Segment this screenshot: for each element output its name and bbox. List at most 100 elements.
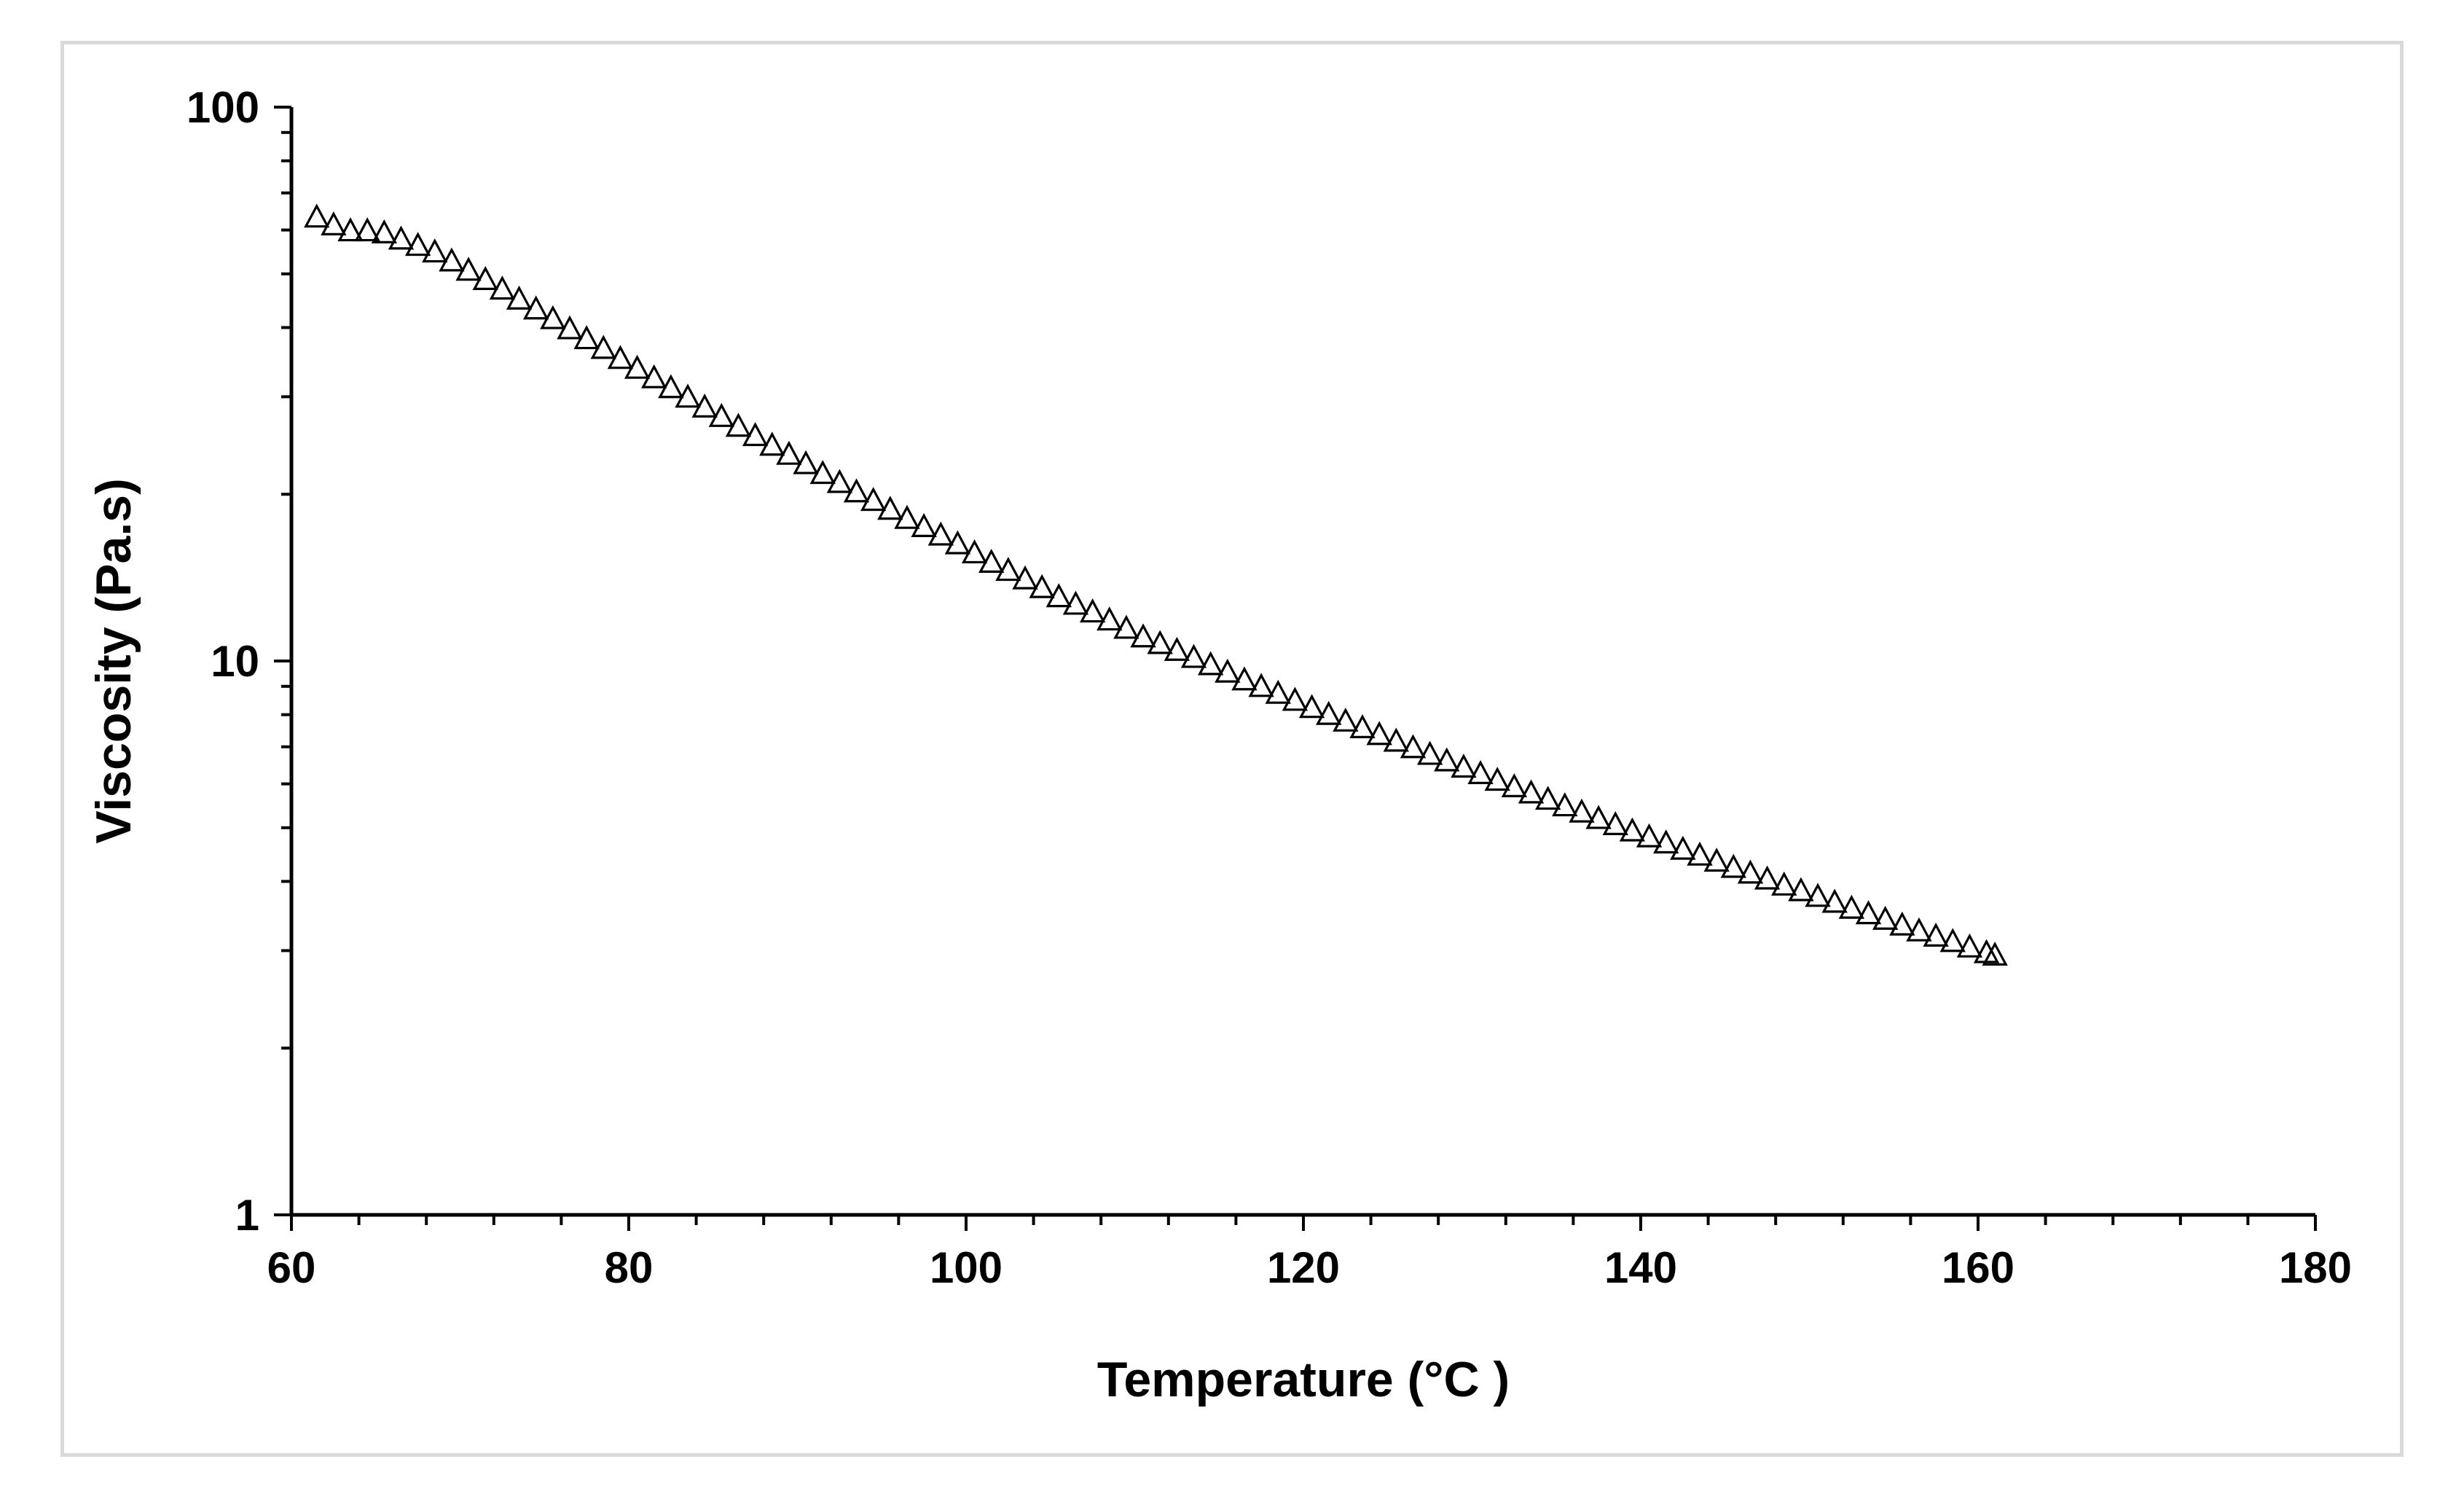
data-point-triangle — [1982, 941, 2008, 966]
data-point-triangle — [1552, 792, 1578, 817]
data-point-triangle — [404, 232, 431, 257]
data-point-triangle — [304, 203, 330, 228]
data-point-triangle — [1855, 900, 1882, 925]
data-point-triangle — [1687, 841, 1713, 866]
data-point-triangle — [573, 325, 600, 350]
data-point-triangle — [691, 393, 718, 418]
data-point-triangle — [1248, 673, 1274, 697]
axes — [274, 106, 2317, 1231]
data-point-triangle — [472, 265, 498, 290]
data-point-triangle — [1788, 877, 1814, 901]
x-axis-title: Temperature (°C ) — [1097, 1352, 1510, 1407]
data-point-triangle — [776, 440, 802, 465]
data-point-triangle — [1467, 760, 1494, 784]
data-point-triangle — [388, 225, 415, 250]
data-point-triangle — [540, 305, 566, 329]
data-point-triangle — [843, 478, 870, 503]
data-point-triangle — [1400, 734, 1427, 759]
data-point-triangle — [624, 354, 651, 379]
x-tick-label: 180 — [2279, 1243, 2352, 1292]
tick-labels: 60 80 100 120 140 160 180 1 10 100 — [187, 83, 2352, 1292]
data-point-triangle — [1585, 805, 1612, 829]
data-point-triangle — [809, 460, 836, 485]
x-tick-label: 160 — [1942, 1243, 2014, 1292]
x-tick-label: 60 — [267, 1243, 316, 1292]
data-point-triangle — [455, 257, 482, 281]
data-point-triangle — [1889, 911, 1915, 936]
data-point-triangle — [1062, 590, 1089, 615]
data-point-triangle — [1096, 606, 1123, 631]
data-point-triangle — [1619, 817, 1646, 842]
data-point-triangle — [1838, 894, 1865, 919]
data-point-triangle — [995, 557, 1021, 582]
data-point-triangle — [1602, 810, 1628, 835]
data-point-triangle — [1720, 853, 1746, 878]
data-point-triangle — [1872, 905, 1899, 930]
data-point-triangle — [1012, 565, 1038, 590]
data-point-triangle — [607, 345, 634, 369]
data-point-triangle — [590, 335, 616, 359]
data-point-triangle — [1670, 835, 1696, 860]
data-point-triangle — [1939, 928, 1966, 953]
data-point-triangle — [1821, 888, 1848, 913]
data-point-triangle — [1231, 666, 1257, 691]
data-point-triangle — [860, 487, 887, 512]
data-point-triangle — [1771, 871, 1797, 896]
data-point-triangle — [658, 374, 684, 399]
data-point-triangle — [1703, 848, 1730, 872]
data-point-triangle — [675, 383, 701, 408]
data-point-triangle — [1754, 865, 1781, 890]
y-tick-label: 1 — [235, 1191, 259, 1240]
data-point-triangle — [911, 512, 937, 537]
data-point-triangle — [1298, 694, 1325, 719]
data-point-triangle — [1653, 829, 1679, 854]
data-point-triangle — [944, 530, 971, 555]
data-point-triangle — [1130, 623, 1156, 648]
data-point-triangle — [1518, 779, 1545, 804]
data-point-triangle — [523, 295, 549, 320]
data-point-triangle — [961, 539, 988, 564]
data-point-triangle — [557, 315, 583, 340]
data-point-triangle — [1737, 859, 1764, 884]
data-point-triangle — [894, 504, 920, 529]
data-point-triangle — [506, 285, 533, 310]
data-point-triangle — [1501, 772, 1528, 797]
data-point-triangle — [1923, 923, 1949, 947]
y-axis-title: Viscosity (Pa.s) — [86, 478, 141, 843]
x-tick-label: 140 — [1604, 1243, 1677, 1292]
data-point-triangle — [1079, 598, 1106, 623]
data-point-triangle — [1164, 636, 1190, 661]
data-points — [304, 203, 2008, 966]
data-point-triangle — [1805, 883, 1831, 907]
data-point-triangle — [371, 219, 397, 243]
data-point-triangle — [1416, 740, 1443, 765]
data-point-triangle — [1451, 754, 1477, 778]
data-point-triangle — [641, 364, 667, 388]
data-point-triangle — [826, 469, 853, 493]
data-point-triangle — [1434, 747, 1460, 772]
data-point-triangle — [1349, 714, 1376, 738]
data-point-triangle — [337, 217, 364, 242]
data-point-triangle — [1113, 614, 1139, 639]
data-point-triangle — [1282, 687, 1308, 711]
data-point-triangle — [1316, 700, 1342, 725]
data-point-triangle — [1484, 767, 1510, 791]
y-tick-label: 10 — [211, 637, 259, 686]
x-tick-label: 100 — [930, 1243, 1003, 1292]
data-point-triangle — [978, 548, 1005, 573]
data-point-triangle — [708, 402, 734, 427]
data-point-triangle — [759, 431, 785, 456]
y-tick-label: 100 — [187, 83, 259, 132]
data-point-triangle — [1045, 583, 1072, 608]
data-point-triangle — [793, 450, 819, 474]
data-point-triangle — [422, 238, 448, 263]
data-point-triangle — [1147, 630, 1173, 654]
data-point-triangle — [1569, 798, 1595, 823]
data-point-triangle — [1198, 651, 1224, 676]
data-point-triangle — [1956, 933, 1983, 958]
data-point-triangle — [927, 521, 954, 546]
x-tick-label: 80 — [605, 1243, 654, 1292]
data-point-triangle — [321, 211, 347, 235]
x-tick-label: 120 — [1267, 1243, 1340, 1292]
data-point-triangle — [1535, 786, 1561, 810]
